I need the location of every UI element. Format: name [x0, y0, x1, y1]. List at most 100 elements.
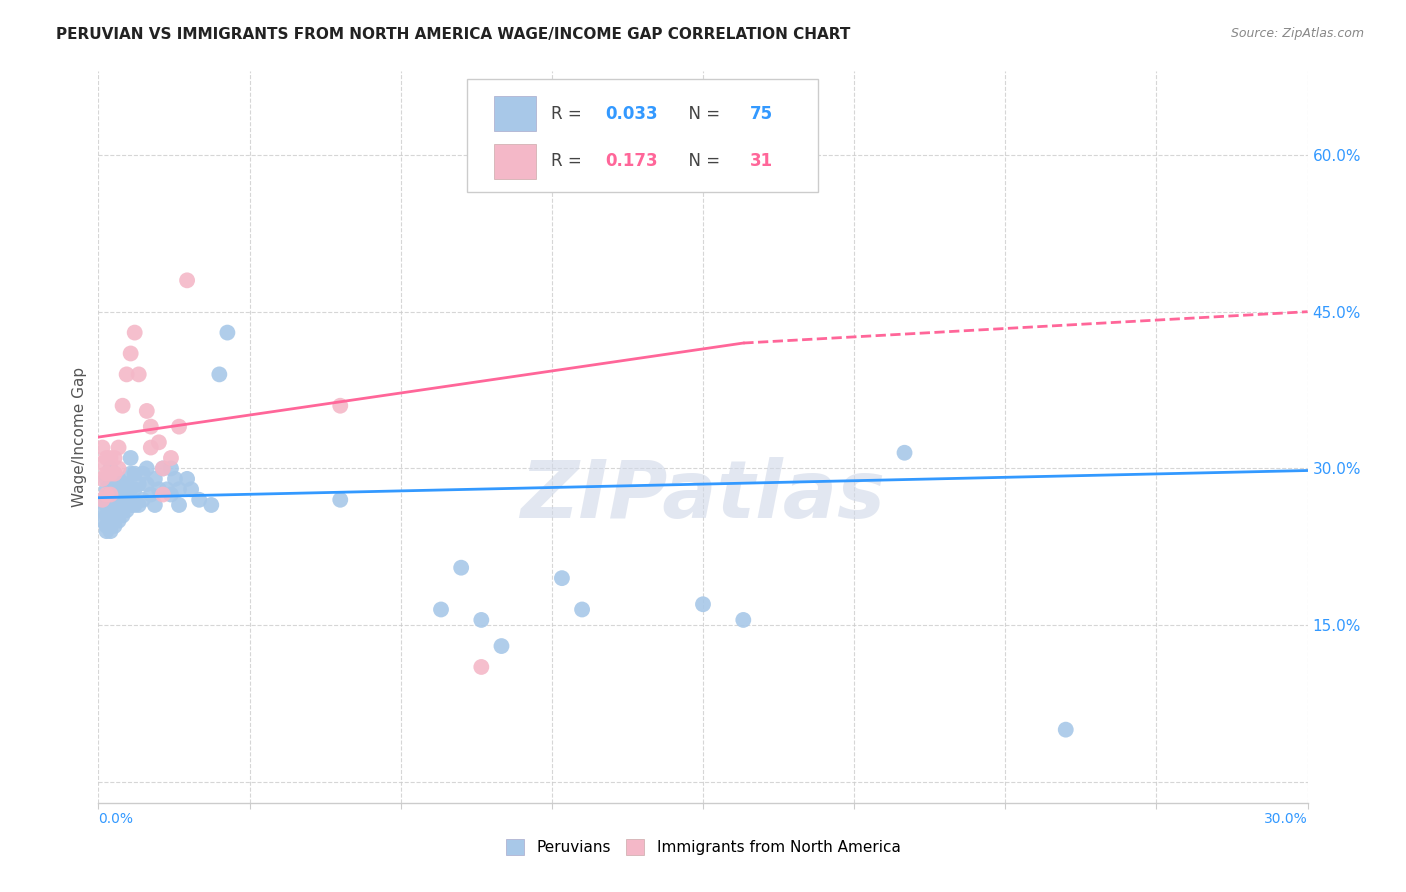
- Point: [128, 368, 150, 382]
- Point: [135, 461, 157, 475]
- Point: [107, 483, 129, 497]
- Point: [176, 273, 198, 287]
- Point: [103, 508, 125, 523]
- Text: PERUVIAN VS IMMIGRANTS FROM NORTH AMERICA WAGE/INCOME GAP CORRELATION CHART: PERUVIAN VS IMMIGRANTS FROM NORTH AMERIC…: [56, 27, 851, 42]
- Point: [124, 467, 146, 481]
- Point: [100, 498, 122, 512]
- FancyBboxPatch shape: [467, 78, 818, 192]
- Point: [551, 571, 574, 585]
- Point: [100, 461, 122, 475]
- Point: [103, 492, 125, 507]
- Point: [120, 498, 142, 512]
- Point: [329, 399, 352, 413]
- Point: [100, 477, 122, 491]
- Point: [491, 639, 513, 653]
- Point: [107, 492, 129, 507]
- Point: [100, 487, 122, 501]
- Point: [100, 503, 122, 517]
- Point: [160, 487, 183, 501]
- Point: [124, 483, 146, 497]
- Point: [91, 492, 114, 507]
- Point: [124, 326, 146, 340]
- Point: [120, 346, 142, 360]
- Point: [163, 472, 186, 486]
- Point: [1054, 723, 1077, 737]
- Point: [91, 492, 114, 507]
- Point: [103, 467, 125, 481]
- Point: [103, 498, 125, 512]
- Point: [156, 483, 179, 497]
- FancyBboxPatch shape: [494, 144, 536, 179]
- Point: [96, 450, 118, 465]
- Point: [91, 514, 114, 528]
- Point: [152, 461, 174, 475]
- Point: [143, 472, 166, 486]
- Point: [160, 461, 183, 475]
- Point: [329, 492, 352, 507]
- Point: [96, 498, 118, 512]
- Legend: Peruvians, Immigrants from North America: Peruvians, Immigrants from North America: [499, 833, 907, 861]
- Point: [893, 446, 915, 460]
- Point: [115, 368, 138, 382]
- Point: [450, 560, 472, 574]
- Point: [96, 467, 118, 481]
- Point: [107, 514, 129, 528]
- Point: [128, 477, 150, 491]
- Text: ZIPatlas: ZIPatlas: [520, 457, 886, 534]
- Point: [135, 404, 157, 418]
- Point: [100, 524, 122, 538]
- Point: [651, 127, 673, 141]
- Point: [470, 660, 492, 674]
- Point: [139, 441, 162, 455]
- Text: N =: N =: [678, 104, 725, 123]
- Text: Source: ZipAtlas.com: Source: ZipAtlas.com: [1230, 27, 1364, 40]
- Point: [128, 498, 150, 512]
- Point: [91, 441, 114, 455]
- Point: [148, 483, 170, 497]
- Point: [139, 487, 162, 501]
- Point: [132, 467, 155, 481]
- Point: [111, 399, 134, 413]
- Text: 30.0%: 30.0%: [1264, 813, 1308, 827]
- Point: [107, 503, 129, 517]
- Point: [139, 419, 162, 434]
- Text: 0.033: 0.033: [605, 104, 658, 123]
- Point: [96, 524, 118, 538]
- Point: [120, 483, 142, 497]
- Point: [160, 450, 183, 465]
- Point: [91, 503, 114, 517]
- Point: [100, 450, 122, 465]
- Point: [217, 326, 239, 340]
- Point: [167, 498, 190, 512]
- Text: 31: 31: [751, 153, 773, 170]
- Point: [124, 498, 146, 512]
- Point: [120, 450, 142, 465]
- Point: [91, 472, 114, 486]
- Text: 0.0%: 0.0%: [98, 813, 134, 827]
- Point: [167, 483, 190, 497]
- Point: [103, 483, 125, 497]
- Point: [111, 487, 134, 501]
- Text: R =: R =: [551, 153, 586, 170]
- Point: [115, 477, 138, 491]
- Text: 75: 75: [751, 104, 773, 123]
- Point: [208, 368, 231, 382]
- Point: [148, 435, 170, 450]
- Point: [96, 472, 118, 486]
- Text: R =: R =: [551, 104, 586, 123]
- Point: [135, 477, 157, 491]
- Point: [430, 602, 453, 616]
- Point: [107, 461, 129, 475]
- Point: [103, 519, 125, 533]
- Text: N =: N =: [678, 153, 725, 170]
- Point: [143, 498, 166, 512]
- Point: [111, 477, 134, 491]
- Point: [167, 419, 190, 434]
- Point: [103, 467, 125, 481]
- Point: [470, 613, 492, 627]
- Point: [152, 487, 174, 501]
- Y-axis label: Wage/Income Gap: Wage/Income Gap: [72, 367, 87, 508]
- Point: [115, 503, 138, 517]
- Point: [152, 461, 174, 475]
- FancyBboxPatch shape: [494, 96, 536, 131]
